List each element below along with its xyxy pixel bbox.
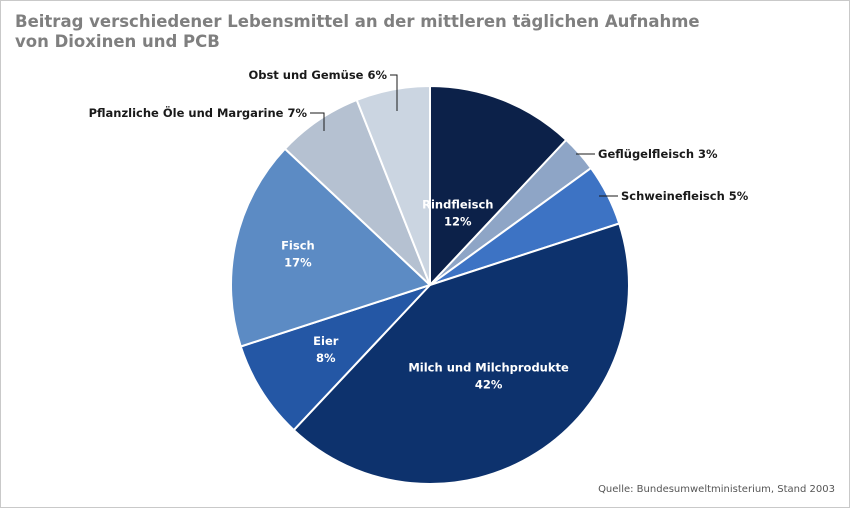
pie-slices <box>230 85 630 485</box>
pie-labels: Rindfleisch 12% Geflügelfleisch 3% Schweine… <box>89 68 749 391</box>
pie-slice-milch-und-milchprodukte <box>292 222 630 485</box>
pie-slice-eier <box>239 284 431 432</box>
slice-value-eier: 8% <box>316 351 336 365</box>
slice-label-schweinefleisch: Schweinefleisch 5% <box>621 189 749 203</box>
slice-label-milch-und-milchprodukte: Milch und Milchprodukte <box>408 360 569 374</box>
chart-source: Quelle: Bundesumweltministerium, Stand 2… <box>598 484 835 495</box>
slice-label-gefluegelfleisch: Geflügelfleisch 3% <box>598 147 718 161</box>
slice-label-fisch: Fisch <box>281 239 315 253</box>
chart-title-line-2: von Dioxinen und PCB <box>15 32 220 51</box>
chart-title: Beitrag verschiedener Lebensmittel an de… <box>15 12 775 52</box>
leader-line-obst-und-gemuese <box>390 74 398 111</box>
chart-title-line-1: Beitrag verschiedener Lebensmittel an de… <box>15 12 700 31</box>
slice-label-rindfleisch: Rindfleisch <box>422 198 493 212</box>
slice-label-obst-und-gemuese: Obst und Gemüse 6% <box>248 68 387 82</box>
slice-label-pflanzliche-oele-und-margarine: Pflanzliche Öle und Margarine 7% <box>89 105 308 120</box>
slice-label-eier: Eier <box>313 334 339 348</box>
slice-value-milch-und-milchprodukte: 42% <box>475 377 503 391</box>
pie-slice-fisch <box>230 147 431 348</box>
pie-slice-rindfleisch <box>429 85 568 286</box>
slice-value-fisch: 17% <box>284 256 312 270</box>
pie-slice-obst-und-gemuese <box>355 85 431 286</box>
leader-line-pflanzliche-oele-und-margarine <box>310 112 325 131</box>
slice-value-rindfleisch: 12% <box>444 215 472 229</box>
